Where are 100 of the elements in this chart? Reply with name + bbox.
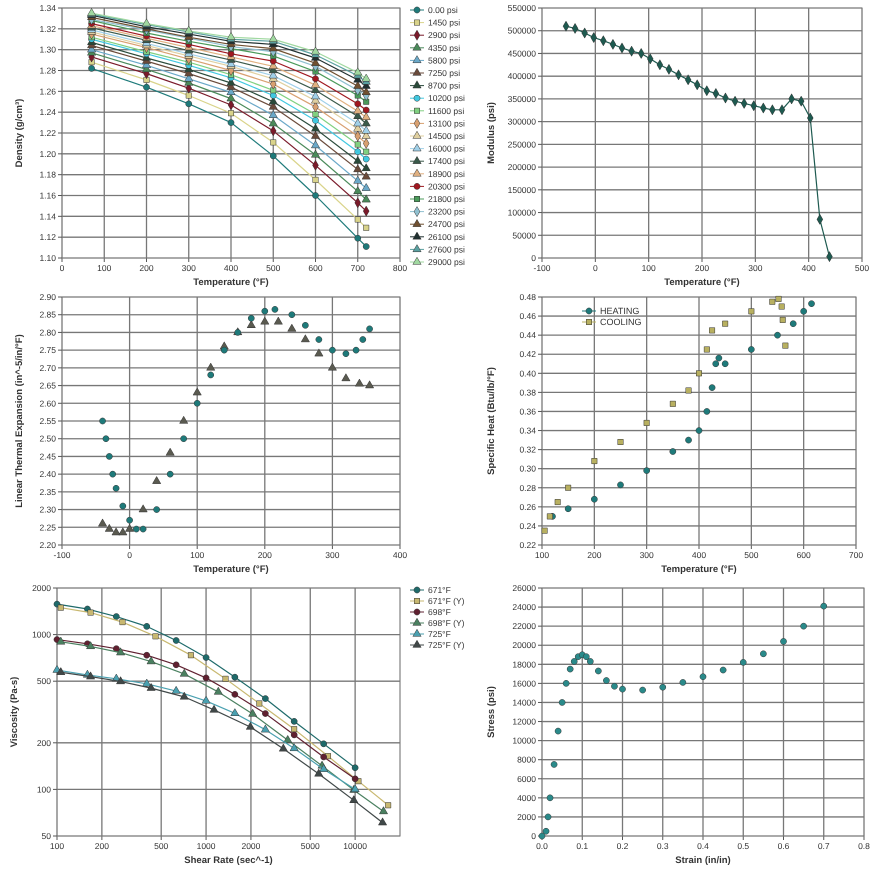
y-tick-label: 2000 (517, 812, 536, 822)
legend-label: 5800 psi (428, 55, 460, 66)
x-tick-label: 0.6 (778, 841, 790, 851)
legend-label: 698°F (Y) (428, 618, 465, 628)
legend-label: 14500 psi (428, 131, 465, 141)
y-axis-title: Linear Thermal Expansion (in^-5/in/°F) (14, 334, 25, 508)
legend-label: 698°F (428, 607, 451, 617)
x-tick-label: 0.1 (576, 841, 588, 851)
y-tick-label: 0.36 (519, 406, 536, 416)
x-tick-label: 200 (587, 550, 602, 560)
y-tick-label: 1.12 (39, 232, 56, 242)
y-tick-label: 2.90 (39, 292, 56, 302)
y-tick-label: 1.22 (39, 128, 56, 138)
legend-label: 7250 psi (428, 68, 460, 78)
y-tick-label: 1.26 (39, 86, 56, 96)
y-tick-label: 2.85 (39, 310, 56, 320)
x-tick-label: 300 (325, 550, 340, 560)
legend-label: 725°F (428, 629, 451, 639)
y-tick-label: 0.30 (519, 464, 536, 474)
x-tick-label: 0.0 (536, 841, 548, 851)
y-tick-label: 0.32 (519, 444, 536, 455)
legend-label: 2900 psi (428, 30, 460, 40)
y-tick-label: 1.24 (39, 107, 56, 118)
y-tick-label: 1.14 (39, 211, 56, 222)
y-axis-title: Specific Heat (Btu/lb/°F) (486, 367, 497, 475)
x-tick-label: 700 (350, 263, 366, 273)
x-tick-label: 0.5 (737, 841, 750, 851)
legend-label: 18900 psi (428, 168, 465, 179)
x-tick-label: 0 (592, 263, 598, 273)
y-tick-label: 2.65 (39, 380, 56, 391)
y-tick-label: 2.50 (39, 434, 56, 444)
legend-label: 1450 psi (428, 18, 460, 28)
x-tick-label: 300 (640, 550, 654, 560)
legend-label: 725°F (Y) (428, 640, 465, 650)
x-tick-label: 400 (802, 263, 816, 273)
y-tick-label: 550000 (508, 3, 536, 13)
y-tick-label: 0.46 (519, 311, 536, 322)
x-tick-label: 500 (154, 841, 169, 851)
y-tick-label: 1.18 (39, 170, 56, 180)
x-tick-label: 400 (224, 263, 238, 273)
x-tick-label: 500 (744, 550, 759, 560)
y-tick-label: 0.44 (519, 330, 536, 340)
y-axis-title: Modulus (psi) (486, 102, 497, 164)
y-tick-label: 0.48 (519, 292, 536, 302)
y-tick-label: 1.28 (39, 66, 56, 76)
y-tick-label: 500 (36, 676, 52, 686)
y-tick-label: 0.34 (519, 426, 536, 436)
y-tick-label: 400000 (508, 71, 536, 82)
x-tick-label: 100 (50, 841, 64, 851)
y-axis-title: Viscosity (Pa-s) (9, 676, 20, 748)
legend-label: HEATING (600, 306, 640, 316)
y-tick-label: 0 (531, 253, 536, 263)
x-tick-label: 1000 (196, 841, 216, 851)
y-tick-label: 22000 (512, 621, 536, 632)
y-tick-label: 200 (36, 738, 52, 748)
y-tick-label: 2.80 (39, 327, 56, 338)
x-axis-title: Temperature (°F) (193, 277, 269, 288)
x-tick-label: 200 (94, 841, 110, 851)
y-tick-label: 50000 (512, 230, 536, 240)
y-tick-label: 2.70 (39, 362, 56, 373)
x-tick-label: 10000 (343, 841, 368, 851)
y-tick-label: 2000 (32, 583, 52, 593)
x-tick-label: 0.4 (697, 841, 710, 851)
y-tick-label: 12000 (512, 716, 536, 727)
y-tick-label: 20000 (512, 640, 536, 650)
y-tick-label: 0 (531, 831, 536, 841)
y-tick-label: 2.45 (39, 451, 56, 462)
y-tick-label: 2.60 (39, 398, 56, 408)
legend-label: COOLING (600, 317, 642, 327)
y-tick-label: 150000 (508, 184, 536, 195)
y-tick-label: 200000 (508, 162, 536, 172)
legend-label: 0.00 psi (428, 5, 458, 15)
y-tick-label: 0.26 (519, 502, 536, 512)
x-tick-label: 0.2 (616, 841, 629, 851)
legend-label: 671°F (428, 585, 451, 595)
y-tick-label: 500000 (508, 26, 536, 36)
y-tick-label: 1.30 (39, 44, 56, 55)
y-tick-label: 300000 (508, 116, 536, 127)
x-tick-label: 0.3 (656, 841, 669, 851)
legend-label: 29000 psi (428, 257, 465, 267)
y-tick-label: 1000 (32, 630, 52, 640)
legend-label: 24700 psi (428, 219, 465, 230)
x-tick-label: 500 (854, 263, 870, 273)
y-tick-label: 0.28 (519, 482, 536, 493)
x-tick-label: 100 (642, 263, 656, 273)
y-tick-label: 250000 (508, 139, 536, 150)
x-tick-label: 100 (190, 550, 205, 560)
x-tick-label: 600 (308, 263, 323, 273)
legend-label: 11600 psi (428, 106, 464, 116)
legend-label: 17400 psi (428, 156, 465, 166)
y-axis-title: Stress (psi) (486, 686, 497, 738)
legend-label: 20300 psi (428, 181, 465, 192)
x-tick-label: 100 (97, 263, 112, 273)
y-tick-label: 50 (42, 831, 52, 841)
x-tick-label: 0 (60, 263, 65, 273)
y-tick-label: 4000 (517, 792, 536, 803)
y-tick-label: 0.42 (519, 349, 536, 360)
y-tick-label: 2.35 (39, 486, 56, 497)
x-axis-title: Shear Rate (sec^-1) (184, 855, 273, 866)
y-tick-label: 1.20 (39, 148, 56, 159)
